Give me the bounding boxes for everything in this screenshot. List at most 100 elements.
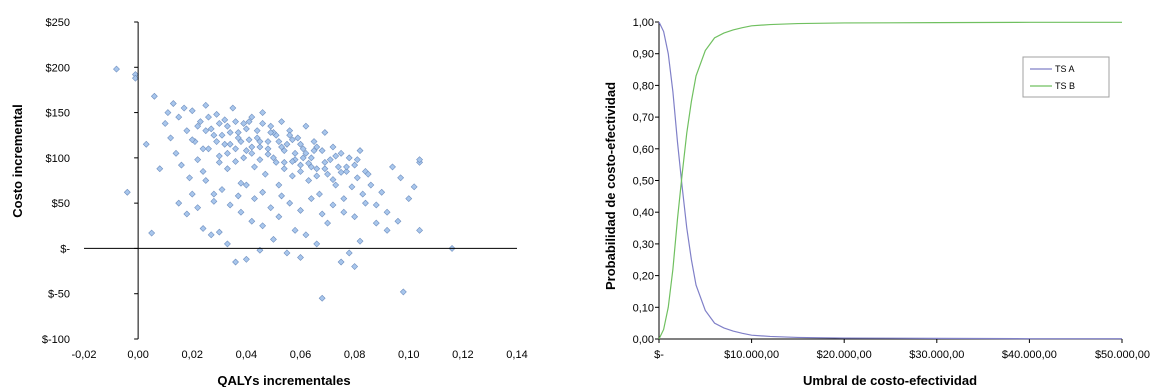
scatter-point [242, 181, 250, 189]
scatter-point [372, 201, 380, 209]
scatter-point [356, 147, 364, 155]
line-x-tick-labels: $- $10.000,00 $20.000,00 $30.000,00 $40.000,… [654, 349, 1150, 361]
scatter-point [148, 229, 156, 237]
line-y-tick-label: 0,20 [633, 271, 654, 283]
scatter-point [324, 219, 331, 227]
scatter-point [224, 165, 231, 173]
line-y-tick-label: 0,90 [633, 49, 654, 61]
scatter-point [340, 195, 348, 203]
scatter-point [242, 147, 250, 155]
scatter-point [196, 118, 204, 126]
scatter-point [329, 176, 337, 184]
line-series-ts-a [658, 21, 1122, 340]
scatter-point [416, 226, 423, 234]
scatter-point [356, 237, 364, 245]
scatter-point [294, 134, 302, 142]
scatter-point [248, 143, 256, 151]
scatter-point [256, 156, 264, 164]
scatter-point [207, 231, 215, 239]
scatter-point [313, 165, 321, 173]
scatter-point [202, 101, 210, 109]
scatter-point [334, 163, 342, 171]
scatter-x-axis-title: QALYs incrementales [217, 373, 350, 387]
scatter-point [410, 183, 418, 191]
scatter-point [194, 122, 202, 130]
scatter-point [337, 149, 345, 157]
scatter-point [226, 201, 234, 209]
scatter-axes [84, 21, 517, 340]
line-x-tick-label: $30.000,00 [909, 349, 964, 361]
scatter-point [343, 163, 350, 171]
scatter-point [332, 152, 340, 160]
scatter-point [297, 168, 304, 175]
scatter-point [359, 190, 367, 198]
scatter-point [329, 143, 337, 151]
scatter-point [234, 134, 242, 142]
scatter-x-tick-label: 0,00 [127, 349, 148, 361]
scatter-point [224, 240, 231, 248]
scatter-point [305, 177, 313, 184]
scatter-point [164, 109, 172, 116]
scatter-point [199, 168, 207, 175]
scatter-point [283, 249, 291, 257]
scatter-point [286, 131, 294, 139]
line-x-tick-label: $10.000,00 [724, 349, 779, 361]
scatter-point [288, 136, 296, 144]
scatter-point [302, 122, 310, 130]
scatter-points [113, 65, 456, 302]
scatter-point [318, 294, 326, 302]
scatter-point [326, 156, 334, 164]
scatter-point [123, 188, 131, 196]
scatter-point [253, 127, 261, 135]
scatter-point [178, 161, 185, 169]
line-chart: $- $10.000,00 $20.000,00 $30.000,00 $40.000,… [603, 17, 1150, 387]
scatter-y-tick-label: $50 [52, 198, 70, 210]
scatter-point [248, 113, 256, 121]
scatter-point [215, 152, 223, 160]
scatter-point [242, 125, 250, 133]
line-x-axis-title: Umbral de costo-efectividad [803, 373, 977, 387]
scatter-point [156, 165, 164, 173]
scatter-point [305, 159, 313, 167]
scatter-point [291, 226, 299, 234]
scatter-point [237, 179, 245, 187]
scatter-x-tick-label: 0,10 [398, 349, 419, 361]
scatter-point [237, 208, 245, 216]
scatter-point [288, 158, 296, 165]
scatter-point [299, 145, 307, 153]
scatter-point [232, 158, 239, 165]
line-y-tick-label: 0,00 [633, 334, 654, 346]
scatter-point [199, 145, 207, 153]
scatter-point [345, 249, 353, 257]
scatter-point [229, 104, 237, 112]
scatter-point [383, 226, 391, 234]
scatter-point [256, 138, 264, 145]
scatter-point [278, 143, 285, 151]
scatter-point [367, 181, 375, 189]
scatter-point [218, 186, 226, 193]
scatter-point [383, 208, 391, 216]
scatter-point [337, 258, 345, 266]
scatter-point [316, 190, 323, 198]
scatter-point [240, 120, 248, 127]
scatter-point [313, 240, 321, 248]
scatter-point [278, 118, 285, 126]
scatter-point [131, 74, 139, 82]
line-y-tick-label: 0,30 [633, 239, 654, 251]
scatter-point [321, 165, 329, 173]
scatter-point [221, 140, 229, 148]
scatter-point [389, 163, 396, 171]
line-y-tick-label: 1,00 [633, 17, 654, 29]
scatter-point [291, 149, 299, 157]
scatter-point [161, 120, 169, 127]
line-x-tick-label: $- [654, 349, 664, 361]
scatter-point [264, 150, 272, 158]
scatter-point [172, 149, 180, 157]
legend-box [1022, 56, 1110, 98]
scatter-point [210, 131, 218, 139]
scatter-point [348, 183, 356, 191]
scatter-point [280, 165, 288, 173]
scatter-point [232, 118, 239, 126]
scatter-y-tick-label: $250 [46, 17, 70, 29]
line-y-tick-label: 0,70 [633, 112, 654, 124]
